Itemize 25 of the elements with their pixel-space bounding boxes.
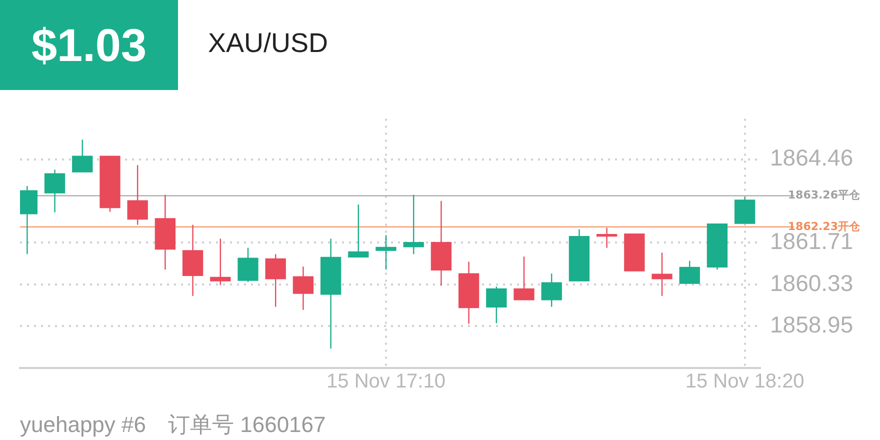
candlestick [72,139,93,173]
candlestick [238,247,258,283]
text: yuehappy #6 订单号 1660167 [20,411,326,439]
candlestick [292,266,314,310]
candlestick [679,260,700,284]
candlestick [127,164,148,226]
candlestick [348,204,369,258]
candlestick [541,272,562,308]
candlestick [210,238,231,286]
y-tick-label: 1864.46 [770,144,854,171]
candlestick [596,227,618,248]
candlestick [44,169,66,213]
x-tick-label: 15 Nov 18:20 [685,370,804,393]
candlestick [486,286,507,324]
text: $1.03 [0,0,178,90]
candlestick [376,234,396,270]
candlestick [403,194,424,255]
candlestick [652,252,672,297]
candlestick [265,254,286,308]
candlestick [514,256,534,300]
y-tick-label: 1860.33 [770,270,854,296]
chart-title: XAU/USD [208,28,328,59]
x-tick-label: 15 Nov 17:10 [326,370,446,393]
y-tick-label: 1858.95 [770,312,854,338]
ref-line-label: 1863.26平仓 [788,188,861,202]
